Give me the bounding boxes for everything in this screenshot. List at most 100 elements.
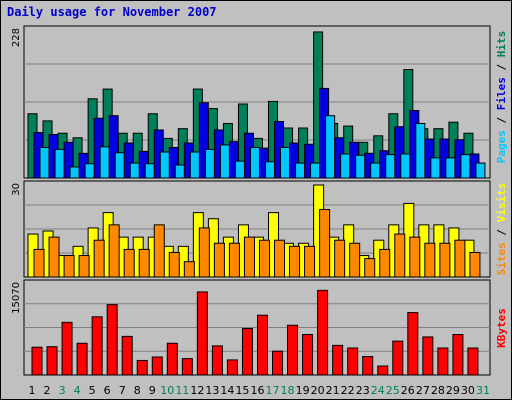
bar-sites-day-1	[33, 248, 45, 278]
bar-kbytes-day-4	[76, 342, 88, 376]
bar-kbytes-day-12	[196, 291, 208, 376]
x-tick-label: 27	[416, 384, 430, 397]
x-tick-label: 30	[461, 384, 475, 397]
bar-sites-day-29	[454, 239, 466, 278]
bar-sites-day-23	[364, 258, 376, 278]
bar-sites-day-8	[138, 248, 150, 278]
chart-title: Daily usage for November 2007	[7, 5, 217, 19]
bar-sites-day-27	[424, 242, 436, 278]
bar-kbytes-day-2	[46, 346, 58, 376]
legend-entry-files: Files	[495, 77, 508, 110]
x-tick-label: 21	[326, 384, 340, 397]
bar-sites-day-15	[243, 236, 255, 278]
bar-kbytes-day-13	[211, 345, 223, 376]
bar-sites-day-25	[394, 233, 406, 278]
bar-pages-day-20	[325, 115, 336, 179]
bar-pages-day-24	[385, 154, 396, 179]
bar-pages-day-12	[204, 148, 215, 179]
bar-pages-day-5	[99, 146, 110, 179]
bar-kbytes-day-10	[166, 342, 178, 376]
bar-sites-day-12	[198, 227, 210, 278]
bar-pages-day-26	[415, 122, 426, 179]
bar-kbytes-day-7	[121, 335, 133, 376]
bar-files-day-25	[394, 126, 405, 179]
bar-kbytes-day-6	[106, 304, 118, 376]
bar-sites-day-10	[168, 251, 180, 278]
bar-sites-day-4	[78, 255, 90, 278]
bar-sites-day-7	[123, 248, 135, 278]
bar-sites-day-3	[63, 255, 75, 278]
bar-kbytes-day-25	[392, 340, 404, 376]
bar-pages-day-2	[54, 148, 65, 179]
bar-sites-day-11	[183, 261, 195, 278]
x-tick-label: 13	[205, 384, 219, 397]
bar-kbytes-day-22	[347, 347, 359, 376]
bar-files-day-19	[304, 143, 315, 179]
x-tick-label: 18	[281, 384, 295, 397]
bar-pages-day-22	[355, 154, 366, 179]
x-tick-label: 24	[371, 384, 385, 397]
x-tick-label: 7	[119, 384, 126, 397]
bar-pages-day-17	[280, 146, 291, 179]
bar-kbytes-day-11	[181, 358, 193, 376]
bar-sites-day-2	[48, 236, 60, 278]
legend-separator: /	[495, 57, 508, 77]
bar-sites-day-6	[108, 224, 120, 278]
x-tick-label: 2	[44, 384, 51, 397]
bar-kbytes-day-16	[256, 314, 268, 376]
y-max-label: 30	[11, 183, 22, 196]
bar-sites-day-22	[349, 242, 361, 278]
y-max-label: 228	[11, 28, 22, 47]
bar-pages-day-9	[159, 151, 170, 179]
bar-kbytes-day-21	[332, 344, 344, 376]
bar-pages-day-27	[430, 157, 441, 179]
bar-kbytes-day-28	[437, 347, 449, 376]
x-tick-label: 20	[311, 384, 325, 397]
bar-pages-day-3	[69, 166, 80, 179]
bar-sites-day-5	[93, 239, 105, 278]
bar-pages-day-15	[249, 146, 260, 179]
bar-kbytes-day-1	[31, 346, 43, 376]
x-tick-label: 1	[29, 384, 36, 397]
bar-sites-day-16	[258, 239, 270, 278]
bar-pages-day-11	[189, 151, 200, 179]
bar-kbytes-day-29	[452, 334, 464, 376]
bar-sites-day-30	[469, 251, 481, 278]
bar-sites-day-20	[319, 209, 331, 278]
bar-sites-day-21	[334, 239, 346, 278]
x-tick-label: 28	[431, 384, 445, 397]
bar-sites-day-26	[409, 236, 421, 278]
x-tick-label: 11	[175, 384, 189, 397]
bar-pages-day-25	[400, 153, 411, 179]
legend-entry-sites: Sites	[495, 242, 508, 275]
legend-entry-pages: Pages	[495, 130, 508, 163]
x-tick-label: 8	[134, 384, 141, 397]
bar-pages-day-14	[234, 160, 245, 179]
bar-pages-day-29	[460, 154, 471, 179]
bar-pages-day-6	[114, 152, 125, 179]
bar-kbytes-day-27	[422, 336, 434, 376]
bar-kbytes-day-30	[467, 347, 479, 376]
bar-kbytes-day-9	[151, 356, 163, 376]
bar-kbytes-day-8	[136, 359, 148, 376]
bar-sites-day-18	[289, 245, 301, 278]
bar-pages-day-13	[219, 144, 230, 179]
x-tick-label: 14	[220, 384, 234, 397]
bar-kbytes-day-5	[91, 316, 103, 376]
x-tick-label: 6	[104, 384, 111, 397]
x-tick-label: 5	[89, 384, 96, 397]
bar-sites-day-28	[439, 242, 451, 278]
bar-pages-day-1	[39, 146, 50, 179]
x-tick-label: 26	[401, 384, 415, 397]
legend-middle: Sites / Visits	[495, 183, 508, 276]
bar-kbytes-day-20	[317, 289, 329, 376]
y-max-label: 15070	[11, 282, 22, 314]
x-tick-label: 29	[446, 384, 460, 397]
bar-pages-day-30	[475, 162, 486, 179]
bar-kbytes-day-19	[302, 334, 314, 376]
x-tick-label: 25	[386, 384, 400, 397]
x-tick-label: 17	[266, 384, 280, 397]
bar-pages-day-19	[310, 162, 321, 179]
x-tick-label: 16	[250, 384, 264, 397]
